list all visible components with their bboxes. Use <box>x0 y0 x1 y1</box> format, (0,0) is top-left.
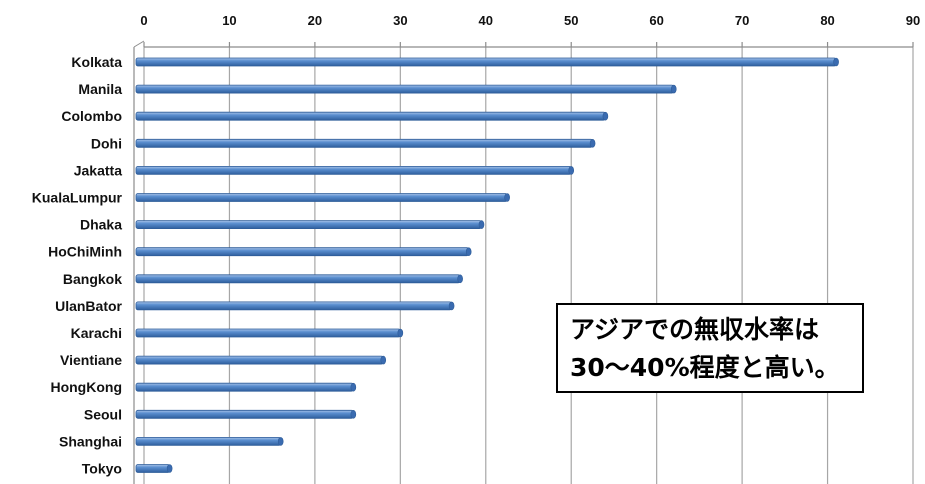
bar-end-cap <box>457 274 463 284</box>
bar-colombo <box>135 111 606 121</box>
x-tick-label: 10 <box>222 13 236 28</box>
bar-kolkata <box>135 57 837 67</box>
category-label: Shanghai <box>59 433 122 449</box>
bar-shanghai <box>135 436 282 446</box>
x-tick-label: 50 <box>564 13 578 28</box>
bar-end-cap <box>602 111 609 121</box>
category-label: Jakatta <box>74 162 122 178</box>
bar-seoul <box>135 409 354 419</box>
category-label: KualaLumpur <box>32 190 123 206</box>
bar-end-cap <box>350 382 357 392</box>
bar-end-cap <box>350 409 357 419</box>
bar-end-cap <box>448 301 455 311</box>
bar-end-cap <box>670 84 677 94</box>
bar-end-cap <box>465 247 472 256</box>
bar-end-cap <box>589 139 596 148</box>
annotation-line-2: 30～40%程度と高い。 <box>570 353 840 382</box>
bar-end-cap <box>833 57 839 67</box>
x-tick-labels: 0 10 20 30 40 50 60 70 80 90 <box>140 13 920 28</box>
category-label: Kolkata <box>71 54 122 70</box>
bar-end-cap <box>478 220 485 229</box>
category-label: Dohi <box>91 135 122 151</box>
bar-end-cap <box>380 355 387 365</box>
x-tick-label: 40 <box>479 13 493 28</box>
x-tick-label: 0 <box>140 13 147 28</box>
category-label: Manila <box>78 81 122 97</box>
category-label: Vientiane <box>60 352 122 368</box>
category-label: Tokyo <box>82 461 122 477</box>
bar-karachi <box>135 328 401 338</box>
category-label: HoChiMinh <box>48 244 122 260</box>
bar-end-cap <box>504 193 510 202</box>
category-label: Dhaka <box>80 217 122 233</box>
category-labels: Kolkata Manila Colombo Dohi Jakatta KualaLump… <box>32 54 123 477</box>
bar-end-cap <box>397 328 404 338</box>
x-tick-label: 90 <box>906 13 920 28</box>
bar-kualalumpur <box>135 193 508 202</box>
bar-end-cap <box>277 437 284 446</box>
bar-manila <box>135 84 675 94</box>
bar-jakatta <box>135 165 572 175</box>
bar-end-cap <box>568 166 575 175</box>
bar-tokyo <box>135 464 171 473</box>
bar-end-cap <box>166 464 173 473</box>
axes <box>133 40 914 484</box>
axis-depth-line <box>133 40 145 48</box>
x-tick-label: 60 <box>649 13 663 28</box>
bar-dohi <box>135 138 593 148</box>
bar-hochiminh <box>135 247 470 257</box>
x-tick-label: 30 <box>393 13 407 28</box>
category-label: Karachi <box>71 325 122 341</box>
bar-vientiane <box>135 355 384 365</box>
category-label: Seoul <box>84 406 122 422</box>
category-label: UlanBator <box>55 298 122 314</box>
bar-dhaka <box>135 220 482 230</box>
bars <box>135 57 839 473</box>
annotation-line-1: アジアでの無収水率は <box>570 315 820 344</box>
bar-hongkong <box>135 382 354 392</box>
category-label: HongKong <box>50 379 122 395</box>
x-tick-label: 20 <box>308 13 322 28</box>
x-tick-label: 70 <box>735 13 749 28</box>
bar-bangkok <box>135 274 461 284</box>
x-tick-label: 80 <box>820 13 834 28</box>
bar-ulanbator <box>135 301 453 311</box>
annotation-box: アジアでの無収水率は 30～40%程度と高い。 <box>556 303 864 393</box>
category-label: Bangkok <box>63 271 122 287</box>
category-label: Colombo <box>61 108 122 124</box>
